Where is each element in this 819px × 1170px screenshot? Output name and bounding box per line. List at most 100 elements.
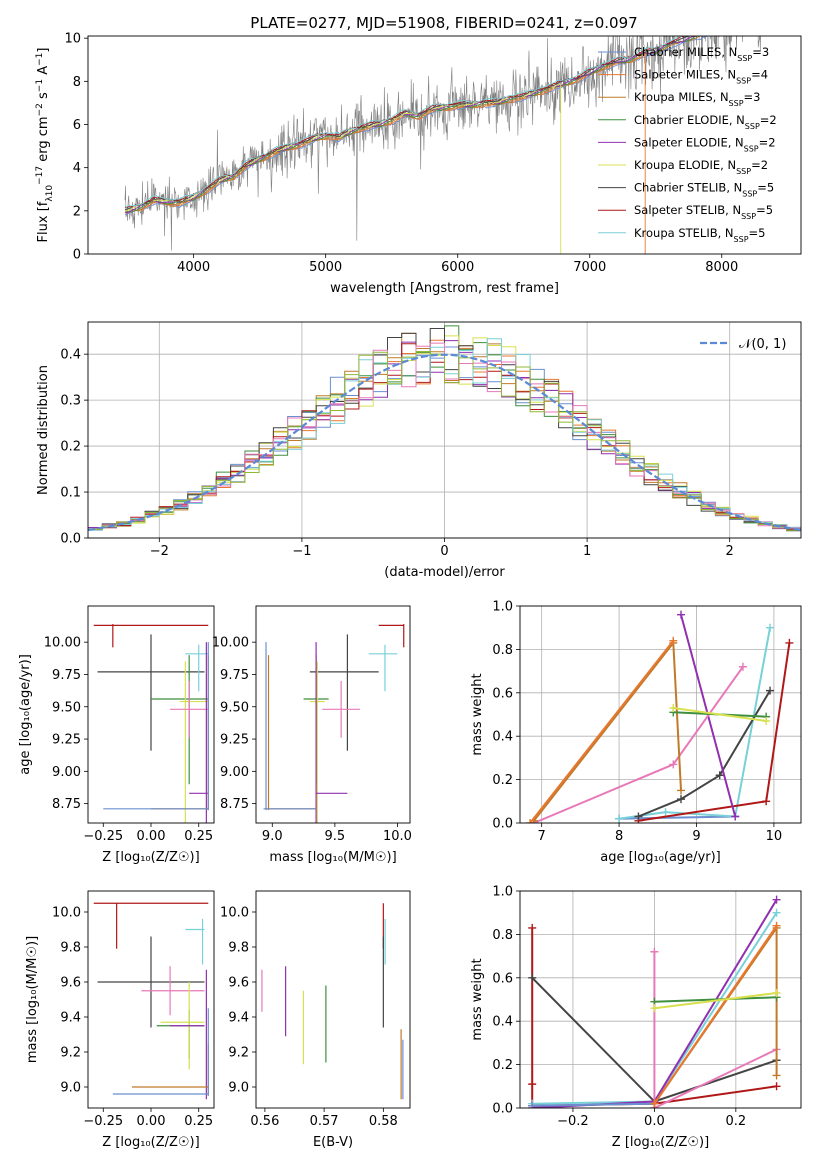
y-tick-label: 9.2 bbox=[60, 1046, 81, 1061]
x-tick-label: 0.2 bbox=[725, 1114, 746, 1129]
axes-frame bbox=[255, 605, 411, 824]
legend-label: Kroupa MILES, NSSP=3 bbox=[634, 90, 760, 108]
legend-label-text: Salpeter ELODIE, N bbox=[634, 135, 744, 149]
x-tick-label: 0 bbox=[440, 544, 448, 559]
y-tick-label: 9.4 bbox=[60, 1011, 81, 1026]
legend-label-suffix: =3 bbox=[752, 45, 769, 59]
chart-mass-vs-EBV: 0.56 0.57 0.58 9.0 9.2 9.4 9.6 9.8 10.0 E(B-V) bbox=[220, 890, 411, 1150]
weight-marker bbox=[615, 814, 624, 823]
legend-label-sub: SSP bbox=[736, 76, 751, 85]
label-part: wavelength [Angstrom, rest frame] bbox=[330, 281, 559, 296]
legend-label-suffix: =5 bbox=[757, 181, 774, 195]
label-part: Z [log₁₀(Z/Z☉)] bbox=[612, 1135, 709, 1150]
axes-frame bbox=[87, 321, 802, 539]
y-axis-label: mass weight bbox=[470, 673, 485, 755]
figure-title: PLATE=0277, MJD=51908, FIBERID=0241, z=0… bbox=[250, 14, 637, 32]
label-superscript: −2 bbox=[35, 103, 45, 116]
legend-label: Salpeter MILES, NSSP=4 bbox=[634, 68, 768, 86]
x-axis-label: Z [log₁₀(Z/Z☉)] bbox=[102, 850, 199, 865]
label-part: mass weight bbox=[470, 673, 485, 755]
legend-label: Chabrier MILES, NSSP=3 bbox=[634, 45, 769, 63]
label-part: (data-model)/error bbox=[384, 565, 505, 580]
weight-marker bbox=[650, 1004, 659, 1013]
y-tick-label: 9.8 bbox=[60, 941, 81, 956]
plot-area bbox=[263, 624, 405, 823]
x-tick-label: 9 bbox=[692, 829, 700, 844]
weight-marker bbox=[528, 1101, 537, 1108]
x-tick-label: 0.25 bbox=[184, 1114, 213, 1129]
y-tick-label: 9.4 bbox=[228, 1011, 249, 1026]
legend-label-sub: SSP bbox=[736, 167, 751, 176]
y-tick-label: 9.0 bbox=[228, 1081, 249, 1096]
y-tick-label: 9.50 bbox=[220, 700, 249, 715]
weight-marker bbox=[772, 988, 781, 997]
weight-marker bbox=[785, 638, 794, 647]
x-tick-label: −2 bbox=[150, 544, 169, 559]
axes-frame bbox=[87, 35, 802, 255]
y-tick-label: 9.25 bbox=[220, 733, 249, 748]
y-tick-label: 8.75 bbox=[220, 797, 249, 812]
label-part: Z [log₁₀(Z/Z☉)] bbox=[102, 850, 199, 865]
legend-label-text: Salpeter MILES, N bbox=[634, 68, 736, 82]
legend-label-suffix: =2 bbox=[759, 135, 776, 149]
label-superscript: −1 bbox=[35, 53, 45, 66]
y-tick-label: 10.00 bbox=[44, 636, 81, 651]
y-tick-label: 10.0 bbox=[52, 906, 81, 921]
legend-label: Salpeter STELIB, NSSP=5 bbox=[634, 203, 773, 221]
normal-curve bbox=[88, 353, 801, 531]
weight-line bbox=[638, 690, 771, 818]
y-tick-label: 0.2 bbox=[60, 440, 81, 455]
x-axis-label: mass [log₁₀(M/M☉)] bbox=[269, 850, 396, 865]
y-tick-label: 9.50 bbox=[52, 700, 81, 715]
y-tick-label: 8 bbox=[73, 75, 81, 90]
x-tick-label: 10 bbox=[766, 829, 783, 844]
legend-label-text: Chabrier ELODIE, N bbox=[634, 113, 745, 127]
x-tick-label: −0.2 bbox=[557, 1114, 589, 1129]
legend-label-text: Chabrier STELIB, N bbox=[634, 181, 742, 195]
histogram-extra_olive bbox=[88, 351, 801, 531]
weight-marker bbox=[634, 812, 643, 821]
label-subscript: λ10 bbox=[45, 185, 55, 202]
label-part: A bbox=[36, 66, 51, 79]
chart-mass-vs-Z: −0.25 0.00 0.25 9.0 9.2 9.4 9.6 9.8 10.0 Z [log₁₀… bbox=[25, 890, 215, 1150]
legend-label-text: Chabrier MILES, N bbox=[634, 45, 737, 59]
x-tick-label: 10.0 bbox=[383, 829, 412, 844]
weight-line bbox=[673, 707, 767, 722]
label-part: erg cm bbox=[36, 116, 51, 165]
chart-spectrum: 4000 5000 6000 7000 8000 0 2 4 6 8 10 wavelength [A… bbox=[35, 32, 802, 296]
y-tick-label: 9.75 bbox=[52, 668, 81, 683]
x-tick-label: −0.25 bbox=[83, 1114, 123, 1129]
axes-frame bbox=[519, 890, 802, 1109]
weight-line bbox=[533, 640, 682, 822]
weight-marker bbox=[772, 921, 781, 930]
legend-label: Kroupa ELODIE, NSSP=2 bbox=[634, 158, 768, 176]
label-part: mass [log₁₀(M/M☉)] bbox=[25, 936, 40, 1063]
y-tick-label: 9.25 bbox=[52, 733, 81, 748]
legend-label: Salpeter ELODIE, NSSP=2 bbox=[634, 135, 776, 153]
label-part: Flux [f bbox=[36, 201, 51, 242]
y-tick-label: 9.6 bbox=[60, 976, 81, 991]
legend-label-sub: SSP bbox=[741, 212, 756, 221]
x-axis-label: Z [log₁₀(Z/Z☉)] bbox=[612, 1135, 709, 1150]
model-spectrum-chabrier-elodie bbox=[124, 36, 698, 213]
legend-label-text: Salpeter STELIB, N bbox=[634, 203, 741, 217]
label-part: ] bbox=[36, 48, 51, 53]
y-tick-label: 8.75 bbox=[52, 797, 81, 812]
model-spectrum-kroupa-elodie bbox=[124, 83, 562, 254]
model-spectrum-salpeter-elodie bbox=[124, 36, 696, 213]
legend-label-suffix: =3 bbox=[744, 90, 761, 104]
weight-line bbox=[653, 951, 778, 1108]
y-tick-label: 10.0 bbox=[220, 906, 249, 921]
x-tick-label: 2 bbox=[726, 544, 734, 559]
x-axis-label: age [log₁₀(age/yr)] bbox=[600, 850, 721, 865]
chart-weight-vs-age: 7 8 9 10 0.0 0.2 0.4 0.6 0.8 1.0 age [log₁₀(age/yr… bbox=[470, 600, 802, 865]
axes-frame bbox=[87, 605, 215, 824]
plot-area bbox=[124, 36, 761, 254]
x-tick-label: 6000 bbox=[441, 260, 474, 275]
x-tick-label: 0.56 bbox=[250, 1114, 279, 1129]
y-tick-label: 9.00 bbox=[220, 765, 249, 780]
y-tick-label: 0.0 bbox=[60, 532, 81, 547]
legend-label-suffix: =2 bbox=[760, 113, 777, 127]
y-tick-label: 9.0 bbox=[60, 1081, 81, 1096]
